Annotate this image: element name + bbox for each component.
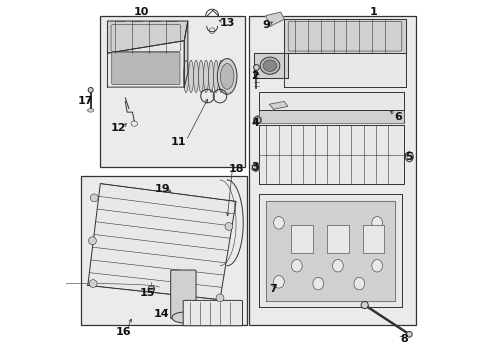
Ellipse shape bbox=[292, 260, 302, 272]
Ellipse shape bbox=[253, 64, 259, 70]
Polygon shape bbox=[259, 194, 402, 307]
Bar bbox=[259, 111, 404, 123]
Ellipse shape bbox=[90, 194, 98, 202]
Polygon shape bbox=[284, 19, 406, 53]
Text: 18: 18 bbox=[228, 164, 244, 174]
Text: 8: 8 bbox=[400, 334, 408, 344]
Ellipse shape bbox=[88, 87, 93, 93]
Bar bbox=[292, 225, 313, 253]
Text: 12: 12 bbox=[110, 123, 126, 133]
FancyBboxPatch shape bbox=[112, 52, 180, 85]
Text: 3: 3 bbox=[251, 162, 259, 172]
Polygon shape bbox=[270, 102, 288, 109]
Ellipse shape bbox=[218, 59, 237, 94]
Ellipse shape bbox=[209, 60, 214, 93]
Text: 10: 10 bbox=[134, 7, 149, 17]
Bar bbox=[100, 16, 245, 167]
Text: 6: 6 bbox=[394, 112, 403, 122]
Ellipse shape bbox=[225, 222, 233, 230]
Ellipse shape bbox=[219, 60, 223, 93]
Polygon shape bbox=[252, 163, 259, 172]
Text: 7: 7 bbox=[269, 284, 277, 294]
Ellipse shape bbox=[354, 277, 365, 290]
Ellipse shape bbox=[172, 312, 195, 323]
Ellipse shape bbox=[333, 260, 343, 272]
FancyBboxPatch shape bbox=[183, 300, 243, 326]
Text: 15: 15 bbox=[140, 288, 155, 297]
Polygon shape bbox=[266, 12, 284, 26]
Ellipse shape bbox=[372, 260, 383, 272]
Ellipse shape bbox=[263, 60, 277, 71]
Text: 4: 4 bbox=[251, 118, 259, 128]
Ellipse shape bbox=[214, 60, 219, 93]
Ellipse shape bbox=[189, 60, 194, 93]
Ellipse shape bbox=[89, 237, 97, 245]
Polygon shape bbox=[254, 53, 288, 78]
Text: 5: 5 bbox=[406, 152, 413, 162]
Text: 17: 17 bbox=[77, 96, 93, 107]
Polygon shape bbox=[254, 116, 261, 124]
Text: 2: 2 bbox=[251, 71, 259, 81]
Polygon shape bbox=[88, 184, 236, 300]
Polygon shape bbox=[184, 21, 188, 87]
Text: 16: 16 bbox=[116, 327, 131, 337]
Ellipse shape bbox=[273, 275, 284, 288]
Ellipse shape bbox=[89, 280, 97, 288]
Ellipse shape bbox=[273, 217, 284, 229]
Polygon shape bbox=[267, 202, 395, 301]
Polygon shape bbox=[107, 41, 184, 87]
Bar bbox=[363, 225, 384, 253]
Text: 1: 1 bbox=[370, 7, 377, 17]
Ellipse shape bbox=[184, 60, 189, 93]
Ellipse shape bbox=[148, 286, 155, 292]
FancyBboxPatch shape bbox=[171, 270, 196, 319]
Ellipse shape bbox=[254, 117, 261, 123]
Polygon shape bbox=[259, 125, 404, 184]
Ellipse shape bbox=[260, 57, 280, 74]
Ellipse shape bbox=[361, 301, 368, 309]
Ellipse shape bbox=[220, 64, 234, 89]
Ellipse shape bbox=[88, 109, 94, 112]
Ellipse shape bbox=[203, 60, 209, 93]
Bar bbox=[248, 16, 416, 325]
Text: 14: 14 bbox=[153, 309, 169, 319]
Ellipse shape bbox=[194, 60, 198, 93]
Ellipse shape bbox=[405, 152, 413, 162]
Ellipse shape bbox=[216, 294, 224, 302]
Ellipse shape bbox=[372, 217, 383, 229]
Text: 9: 9 bbox=[263, 19, 270, 30]
Text: 19: 19 bbox=[155, 184, 171, 194]
Text: 11: 11 bbox=[171, 138, 187, 148]
Bar bbox=[327, 225, 348, 253]
Polygon shape bbox=[284, 53, 406, 87]
Ellipse shape bbox=[252, 164, 259, 171]
Bar bbox=[81, 176, 247, 325]
Text: 13: 13 bbox=[220, 18, 235, 28]
Ellipse shape bbox=[198, 60, 203, 93]
Ellipse shape bbox=[407, 332, 412, 337]
Polygon shape bbox=[259, 93, 404, 111]
Polygon shape bbox=[107, 21, 188, 53]
Ellipse shape bbox=[313, 277, 323, 290]
